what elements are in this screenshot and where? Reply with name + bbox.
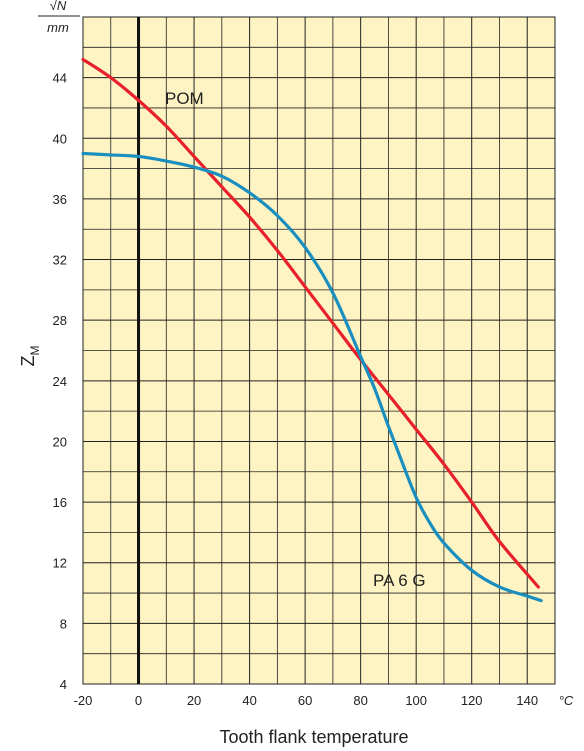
y-tick-label: 20 (53, 434, 67, 449)
x-tick-label: 100 (405, 693, 427, 708)
minor-gridlines (83, 16, 556, 684)
x-tick-label: 120 (461, 693, 483, 708)
y-tick-label: 32 (53, 253, 67, 268)
y-tick-label: 24 (53, 374, 67, 389)
y-tick-label: 44 (53, 71, 67, 86)
y-axis-label: ZM (18, 346, 42, 367)
x-tick-labels: -20 0 20 40 60 80 100 120 140 (74, 693, 538, 708)
y-tick-label: 36 (53, 192, 67, 207)
y-axis-label-main: Z (18, 356, 38, 367)
series-label-pom: POM (165, 89, 204, 108)
y-tick-label: 12 (53, 556, 67, 571)
y-axis-label-subscript: M (28, 346, 42, 356)
series-label-pa6g: PA 6 G (373, 571, 426, 590)
y-tick-label: 28 (53, 313, 67, 328)
x-tick-label: 140 (516, 693, 538, 708)
x-tick-label: 60 (298, 693, 312, 708)
series-layer (81, 57, 543, 603)
x-unit-label: °C (559, 693, 574, 708)
x-tick-label: -20 (74, 693, 93, 708)
y-unit-denominator: mm (47, 20, 69, 35)
major-gridlines (82, 17, 555, 685)
y-tick-label: 8 (60, 616, 67, 631)
y-unit-numerator: √N (50, 0, 67, 13)
y-tick-label: 16 (53, 495, 67, 510)
y-tick-label: 4 (60, 677, 67, 692)
x-tick-label: 80 (353, 693, 367, 708)
x-tick-label: 40 (242, 693, 256, 708)
series-line-pa6g (81, 151, 543, 603)
y-tick-label: 40 (53, 131, 67, 146)
x-tick-label: 20 (187, 693, 201, 708)
y-tick-labels: 4 8 12 16 20 24 28 32 36 40 44 (53, 71, 67, 692)
x-axis-label: Tooth flank temperature (219, 727, 408, 747)
x-tick-label: 0 (135, 693, 142, 708)
series-line-pom (81, 57, 540, 589)
